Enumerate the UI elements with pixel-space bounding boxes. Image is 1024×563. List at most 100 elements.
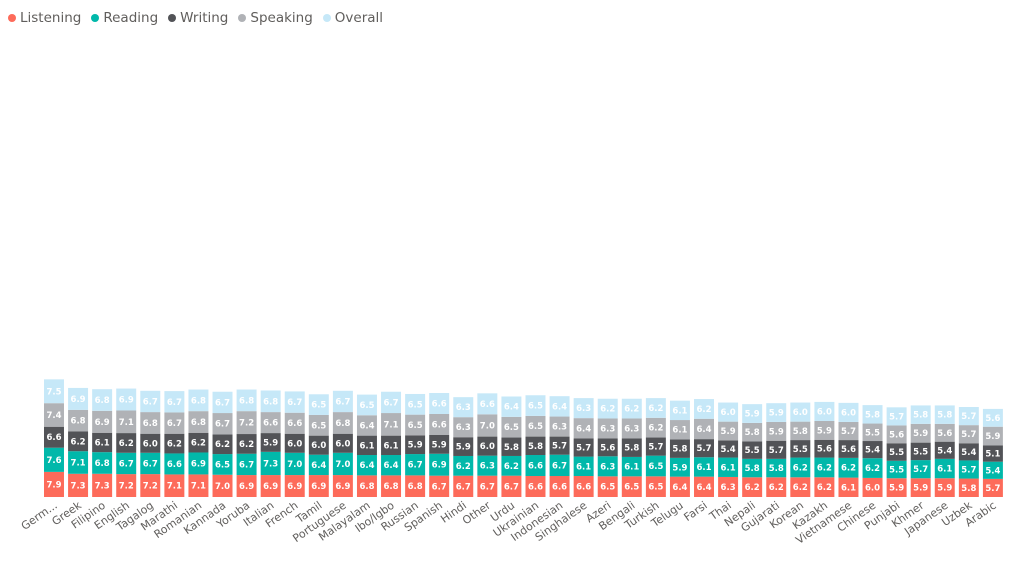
- bar-reading[interactable]: [284, 452, 305, 476]
- bar-speaking[interactable]: [453, 417, 474, 438]
- bar-overall[interactable]: [140, 390, 161, 413]
- bar-listening[interactable]: [477, 475, 498, 497]
- bar-listening[interactable]: [958, 478, 979, 497]
- bar-overall[interactable]: [68, 387, 89, 410]
- bar-listening[interactable]: [92, 473, 113, 497]
- bar-overall[interactable]: [525, 395, 546, 416]
- bar-listening[interactable]: [140, 474, 161, 497]
- bar-speaking[interactable]: [886, 425, 907, 444]
- bar-reading[interactable]: [308, 454, 329, 476]
- bar-speaking[interactable]: [573, 418, 594, 439]
- bar-listening[interactable]: [814, 477, 835, 497]
- bar-speaking[interactable]: [44, 403, 64, 427]
- bar-speaking[interactable]: [116, 410, 137, 434]
- bar-writing[interactable]: [477, 436, 498, 456]
- bar-writing[interactable]: [405, 435, 426, 455]
- bar-writing[interactable]: [356, 435, 377, 456]
- bar-overall[interactable]: [164, 391, 185, 413]
- bar-writing[interactable]: [68, 431, 89, 452]
- bar-listening[interactable]: [982, 478, 1003, 497]
- bar-speaking[interactable]: [645, 417, 666, 438]
- bar-reading[interactable]: [212, 454, 233, 475]
- bar-listening[interactable]: [260, 475, 281, 497]
- bar-overall[interactable]: [284, 391, 305, 413]
- bar-listening[interactable]: [621, 476, 642, 497]
- bar-reading[interactable]: [92, 452, 113, 474]
- bar-reading[interactable]: [260, 451, 281, 476]
- bar-writing[interactable]: [886, 443, 907, 461]
- bar-overall[interactable]: [92, 389, 113, 411]
- legend-item-listening[interactable]: Listening: [8, 10, 81, 26]
- bar-listening[interactable]: [790, 477, 811, 497]
- bar-reading[interactable]: [838, 457, 859, 478]
- bar-speaking[interactable]: [814, 421, 835, 440]
- bar-speaking[interactable]: [621, 418, 642, 439]
- bar-speaking[interactable]: [910, 423, 931, 443]
- bar-reading[interactable]: [429, 453, 450, 476]
- bar-reading[interactable]: [356, 455, 377, 476]
- bar-reading[interactable]: [140, 452, 161, 475]
- bar-speaking[interactable]: [838, 421, 859, 441]
- bar-writing[interactable]: [284, 433, 305, 453]
- bar-listening[interactable]: [910, 478, 931, 497]
- bar-overall[interactable]: [260, 390, 281, 413]
- bar-writing[interactable]: [453, 437, 474, 456]
- bar-writing[interactable]: [116, 433, 137, 453]
- bar-listening[interactable]: [284, 475, 305, 497]
- bar-overall[interactable]: [308, 394, 329, 415]
- bar-overall[interactable]: [332, 390, 353, 413]
- bar-speaking[interactable]: [405, 414, 426, 436]
- bar-speaking[interactable]: [284, 412, 305, 434]
- bar-reading[interactable]: [645, 455, 666, 477]
- bar-overall[interactable]: [356, 394, 377, 416]
- bar-listening[interactable]: [188, 474, 209, 497]
- bar-overall[interactable]: [982, 408, 1003, 427]
- bar-writing[interactable]: [790, 440, 811, 458]
- bar-listening[interactable]: [501, 475, 522, 497]
- bar-listening[interactable]: [573, 476, 594, 497]
- bar-listening[interactable]: [694, 476, 714, 497]
- bar-speaking[interactable]: [308, 414, 329, 436]
- bar-overall[interactable]: [886, 407, 907, 426]
- bar-overall[interactable]: [645, 398, 666, 418]
- bar-overall[interactable]: [116, 388, 137, 411]
- bar-listening[interactable]: [68, 473, 89, 497]
- bar-listening[interactable]: [332, 475, 353, 497]
- bar-writing[interactable]: [958, 443, 979, 461]
- bar-overall[interactable]: [958, 407, 979, 426]
- bar-overall[interactable]: [44, 379, 64, 404]
- bar-reading[interactable]: [910, 460, 931, 479]
- bar-speaking[interactable]: [790, 421, 811, 441]
- bar-reading[interactable]: [862, 458, 883, 478]
- bar-reading[interactable]: [381, 455, 402, 476]
- bar-listening[interactable]: [381, 475, 402, 497]
- bar-overall[interactable]: [597, 398, 618, 419]
- bar-reading[interactable]: [332, 452, 353, 476]
- bar-listening[interactable]: [405, 475, 426, 497]
- bar-writing[interactable]: [92, 432, 113, 453]
- bar-listening[interactable]: [164, 474, 185, 497]
- bar-listening[interactable]: [44, 471, 64, 497]
- bar-overall[interactable]: [718, 402, 739, 422]
- bar-listening[interactable]: [453, 475, 474, 497]
- bar-writing[interactable]: [934, 441, 955, 459]
- bar-speaking[interactable]: [525, 415, 546, 437]
- bar-speaking[interactable]: [260, 412, 281, 434]
- bar-speaking[interactable]: [164, 412, 185, 434]
- bar-reading[interactable]: [188, 452, 209, 475]
- bar-listening[interactable]: [645, 476, 666, 497]
- bar-writing[interactable]: [212, 434, 233, 455]
- bar-writing[interactable]: [982, 445, 1003, 462]
- bar-writing[interactable]: [597, 438, 618, 457]
- bar-reading[interactable]: [525, 455, 546, 477]
- bar-speaking[interactable]: [381, 413, 402, 436]
- bar-writing[interactable]: [44, 426, 64, 448]
- bar-speaking[interactable]: [92, 410, 113, 433]
- bar-reading[interactable]: [718, 457, 739, 477]
- bar-reading[interactable]: [597, 456, 618, 477]
- bar-reading[interactable]: [164, 453, 185, 475]
- bar-writing[interactable]: [501, 437, 522, 456]
- bar-overall[interactable]: [212, 391, 233, 414]
- bar-writing[interactable]: [814, 439, 835, 458]
- bar-speaking[interactable]: [718, 421, 739, 441]
